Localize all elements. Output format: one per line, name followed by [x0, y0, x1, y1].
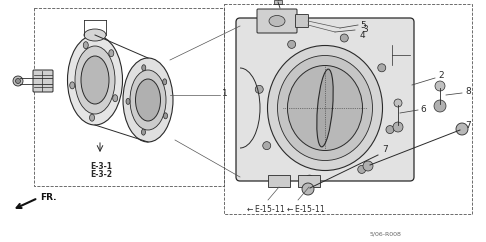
Text: FR.: FR. — [40, 192, 56, 202]
Ellipse shape — [317, 69, 333, 147]
Ellipse shape — [288, 66, 363, 151]
Ellipse shape — [269, 15, 285, 27]
Text: 8: 8 — [465, 86, 471, 96]
Bar — [224, 4, 472, 214]
Ellipse shape — [123, 58, 173, 142]
FancyBboxPatch shape — [257, 9, 297, 33]
Circle shape — [306, 175, 313, 183]
Text: E-3-1: E-3-1 — [90, 162, 112, 171]
Circle shape — [456, 123, 468, 135]
Ellipse shape — [75, 46, 115, 114]
Text: 5/06-R008: 5/06-R008 — [370, 232, 402, 236]
Ellipse shape — [113, 95, 118, 102]
Circle shape — [434, 100, 446, 112]
Text: 4: 4 — [360, 31, 365, 40]
Text: 1: 1 — [222, 89, 228, 98]
Bar — [34, 8, 224, 186]
Circle shape — [386, 126, 394, 134]
Circle shape — [340, 34, 348, 42]
Ellipse shape — [84, 29, 106, 41]
Ellipse shape — [278, 55, 372, 160]
Ellipse shape — [109, 50, 114, 57]
FancyBboxPatch shape — [295, 15, 309, 28]
FancyBboxPatch shape — [33, 70, 53, 92]
Bar — [274, 0, 282, 4]
Ellipse shape — [142, 65, 146, 71]
Ellipse shape — [164, 113, 168, 119]
Ellipse shape — [126, 98, 130, 104]
Circle shape — [263, 142, 271, 150]
Text: $\leftarrow$E-15-11: $\leftarrow$E-15-11 — [285, 203, 325, 214]
Text: 7: 7 — [465, 121, 471, 130]
Ellipse shape — [267, 45, 382, 171]
Ellipse shape — [163, 79, 167, 85]
Text: 7: 7 — [382, 145, 388, 154]
Circle shape — [435, 81, 445, 91]
Ellipse shape — [69, 82, 75, 89]
Ellipse shape — [136, 79, 160, 121]
Bar — [268, 175, 290, 187]
Text: $\leftarrow$E-15-11: $\leftarrow$E-15-11 — [245, 203, 285, 214]
Circle shape — [302, 183, 314, 195]
Circle shape — [393, 122, 403, 132]
Circle shape — [16, 78, 20, 83]
Text: E-3-2: E-3-2 — [90, 170, 112, 179]
Ellipse shape — [81, 56, 109, 104]
Text: 2: 2 — [438, 70, 444, 80]
Circle shape — [358, 166, 366, 174]
Ellipse shape — [83, 42, 88, 49]
Circle shape — [363, 161, 373, 171]
Circle shape — [288, 40, 295, 48]
Bar — [298, 175, 320, 187]
Ellipse shape — [130, 70, 166, 130]
Text: 6: 6 — [420, 105, 426, 113]
Text: 5: 5 — [360, 22, 366, 30]
Ellipse shape — [68, 35, 122, 125]
Circle shape — [255, 85, 263, 93]
FancyBboxPatch shape — [236, 18, 414, 181]
Circle shape — [13, 76, 23, 86]
Text: 3: 3 — [362, 25, 368, 35]
Circle shape — [394, 99, 402, 107]
Ellipse shape — [141, 129, 145, 135]
Ellipse shape — [89, 114, 95, 121]
Circle shape — [378, 64, 386, 72]
